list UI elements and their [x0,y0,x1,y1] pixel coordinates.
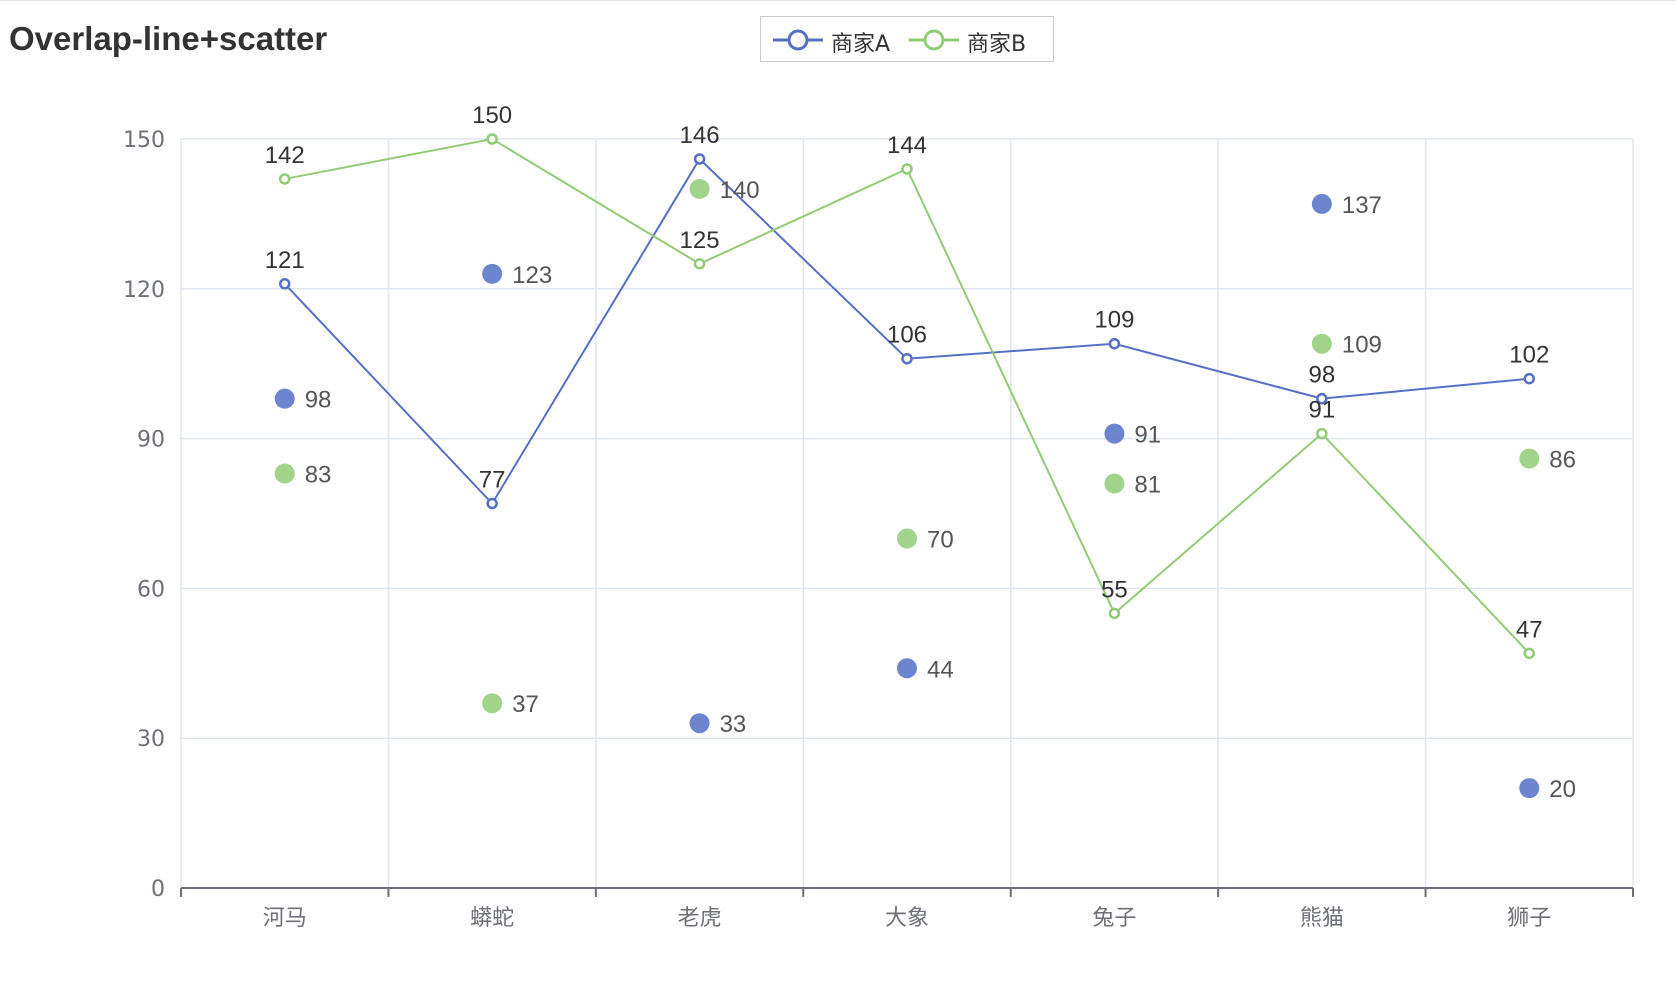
scatter-label: 33 [720,711,747,738]
line-point [901,163,913,175]
scatter-point [689,713,710,734]
x-tick-label: 蟒蛇 [470,906,514,931]
data-label: 102 [1509,342,1549,369]
scatter-label: 137 [1342,192,1382,219]
data-label: 77 [479,467,506,494]
data-label: 47 [1516,616,1543,643]
data-label: 55 [1101,576,1128,603]
scatter-point [274,463,295,484]
x-tick-label: 大象 [885,906,929,931]
scatter-point [1519,778,1540,799]
y-tick-label: 150 [123,128,165,153]
scatter-label: 140 [720,177,760,204]
data-label: 109 [1094,307,1134,334]
scatter-point [1519,448,1540,469]
line-point [1523,647,1536,660]
line-point [693,258,706,270]
x-tick-label: 河马 [263,906,307,931]
scatter-point [482,263,503,284]
line-point [1523,372,1536,385]
legend-label-series-a: 商家A [831,32,891,57]
data-label: 142 [265,142,305,169]
scatter-point [897,528,917,549]
legend-label-series-b: 商家B [967,32,1027,57]
line-point [278,173,291,185]
y-tick-label: 60 [137,577,165,602]
data-label: 150 [472,102,512,129]
legend-item-series-b[interactable]: 商家B [907,17,1047,63]
data-label: 121 [265,247,305,274]
y-tick-label: 90 [137,428,165,453]
scatter-point [689,178,710,199]
line-point [486,497,498,510]
y-tick-label: 30 [137,727,165,752]
scatter-point [1104,423,1125,444]
legend-marker-series-b [909,29,959,51]
scatter-point [1311,193,1332,214]
data-label: 98 [1309,362,1336,389]
scatter-point [1311,333,1332,354]
x-tick-label: 老虎 [678,906,722,931]
data-label: 146 [680,122,720,149]
line-point [901,352,913,365]
scatter-label: 86 [1549,447,1576,474]
y-tick-label: 120 [123,278,165,303]
data-label: 144 [887,132,927,159]
scatter-label: 83 [305,462,332,489]
line-point [1108,337,1121,350]
scatter-point [274,388,295,409]
data-label: 125 [680,227,720,254]
scatter-point [482,693,503,714]
legend-marker-series-a [773,29,823,51]
line-point [1316,392,1328,405]
legend-item-series-a[interactable]: 商家A [771,17,901,63]
scatter-label: 98 [305,387,332,414]
x-tick-label: 熊猫 [1300,906,1344,931]
line-point [1316,427,1328,440]
scatter-label: 20 [1549,776,1576,803]
line-point [1108,607,1121,620]
scatter-point [1104,473,1125,494]
scatter-label: 123 [512,262,552,289]
x-tick-label: 狮子 [1507,906,1551,931]
line-point [486,133,498,145]
line-point [278,278,291,290]
legend: 商家A 商家B [760,16,1054,62]
line-point [693,153,706,165]
scatter-label: 44 [927,656,954,683]
scatter-label: 70 [927,526,954,553]
y-tick-label: 0 [151,877,165,902]
data-label: 106 [887,322,927,349]
scatter-point [897,658,917,679]
scatter-label: 37 [512,691,539,718]
scatter-label: 109 [1342,332,1382,359]
scatter-label: 91 [1134,422,1161,449]
top-divider [0,0,1676,1]
scatter-label: 81 [1134,472,1161,499]
data-label: 91 [1309,397,1336,424]
chart-title: Overlap-line+scatter [9,20,328,57]
x-tick-label: 兔子 [1092,906,1136,931]
